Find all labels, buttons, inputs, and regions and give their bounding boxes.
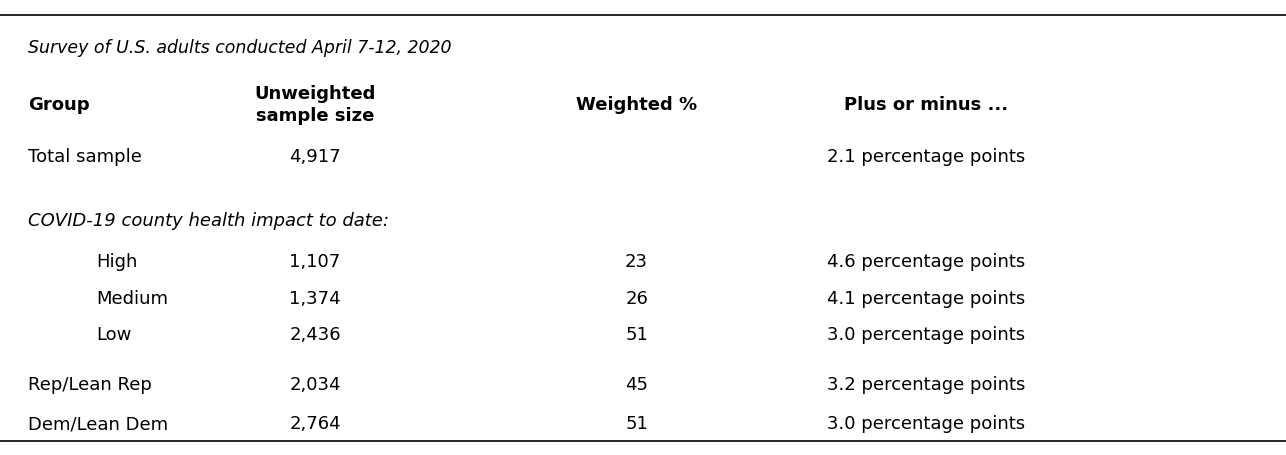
Text: Total sample: Total sample [28, 148, 143, 166]
Text: 3.0 percentage points: 3.0 percentage points [827, 325, 1025, 344]
Text: Low: Low [96, 325, 132, 344]
Text: 51: 51 [625, 414, 648, 432]
Text: COVID-19 county health impact to date:: COVID-19 county health impact to date: [28, 212, 390, 230]
Text: Survey of U.S. adults conducted April 7-12, 2020: Survey of U.S. adults conducted April 7-… [28, 39, 451, 57]
Text: Medium: Medium [96, 289, 168, 307]
Text: 45: 45 [625, 375, 648, 394]
Text: Unweighted
sample size: Unweighted sample size [255, 85, 376, 125]
Text: 3.2 percentage points: 3.2 percentage points [827, 375, 1025, 394]
Text: Dem/Lean Dem: Dem/Lean Dem [28, 414, 168, 432]
Text: 2,034: 2,034 [289, 375, 341, 394]
Text: 4,917: 4,917 [289, 148, 341, 166]
Text: Rep/Lean Rep: Rep/Lean Rep [28, 375, 152, 394]
Text: 1,107: 1,107 [289, 253, 341, 271]
Text: Plus or minus ...: Plus or minus ... [844, 96, 1008, 114]
Text: 1,374: 1,374 [289, 289, 341, 307]
Text: 23: 23 [625, 253, 648, 271]
Text: 2,436: 2,436 [289, 325, 341, 344]
Text: 3.0 percentage points: 3.0 percentage points [827, 414, 1025, 432]
Text: Weighted %: Weighted % [576, 96, 697, 114]
Text: 4.6 percentage points: 4.6 percentage points [827, 253, 1025, 271]
Text: 4.1 percentage points: 4.1 percentage points [827, 289, 1025, 307]
Text: 2,764: 2,764 [289, 414, 341, 432]
Text: 26: 26 [625, 289, 648, 307]
Text: 51: 51 [625, 325, 648, 344]
Text: High: High [96, 253, 138, 271]
Text: 2.1 percentage points: 2.1 percentage points [827, 148, 1025, 166]
Text: Group: Group [28, 96, 90, 114]
